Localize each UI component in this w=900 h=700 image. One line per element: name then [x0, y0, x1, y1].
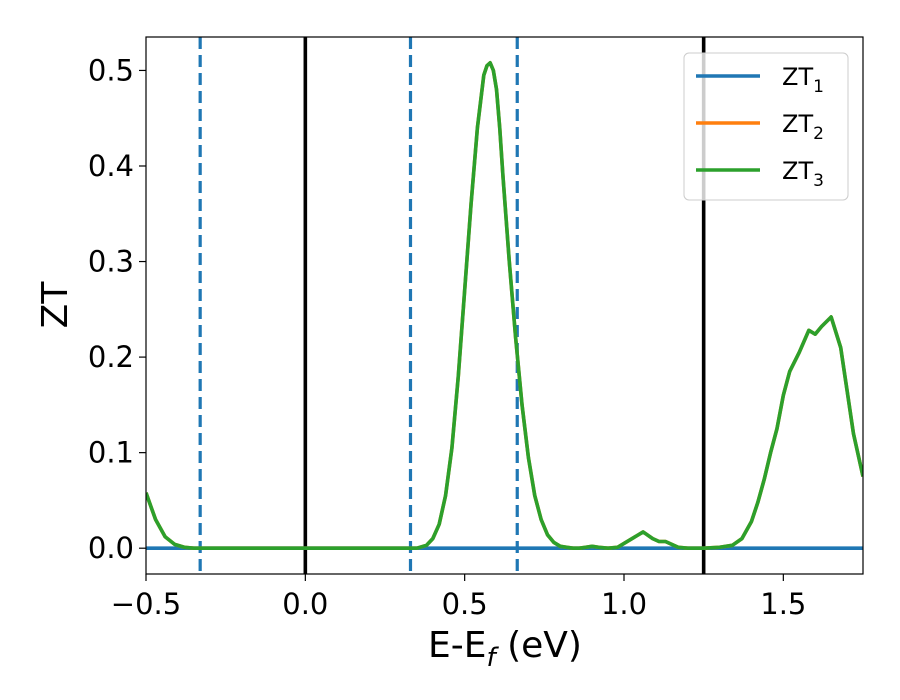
- y-tick-label-1: 0.1: [88, 436, 134, 470]
- y-axis-ticks: 0.0 0.1 0.2 0.3 0.4 0.5: [88, 53, 146, 565]
- legend-label-subscript: 1: [813, 77, 824, 97]
- y-tick-label-5: 0.5: [88, 53, 134, 87]
- x-tick-label-3: 1.0: [601, 587, 647, 621]
- legend-label-zt2: ZT2: [782, 110, 824, 144]
- y-axis-title: ZT: [35, 281, 76, 329]
- legend-box: [683, 52, 849, 201]
- legend-label-main: ZT: [782, 157, 813, 185]
- x-axis-title-unit: (eV): [496, 625, 582, 666]
- x-tick-label-4: 1.5: [760, 587, 806, 621]
- x-tick-label-0: −0.5: [111, 587, 181, 621]
- x-tick-label-1: 0.0: [282, 587, 328, 621]
- y-tick-label-3: 0.3: [88, 245, 134, 279]
- legend-label-subscript: 3: [813, 171, 824, 191]
- legend-label-main: ZT: [782, 63, 813, 91]
- legend-label-zt1: ZT1: [782, 63, 824, 97]
- plot-frame: [145, 36, 864, 575]
- y-tick-label-4: 0.4: [88, 149, 134, 183]
- x-axis-title: E-Ef (eV): [428, 625, 582, 673]
- x-tick-label-2: 0.5: [442, 587, 488, 621]
- reference-lines: [198, 37, 706, 574]
- x-axis-ticks: −0.5 0.0 0.5 1.0 1.5: [111, 574, 806, 621]
- series-line-zt3: [146, 61, 863, 550]
- legend-label-main: ZT: [782, 110, 813, 138]
- y-tick-label-2: 0.2: [88, 340, 134, 374]
- series-lines: [146, 61, 863, 550]
- legend-label-zt3: ZT3: [782, 157, 824, 191]
- y-tick-label-0: 0.0: [88, 531, 134, 565]
- legend-label-subscript: 2: [813, 124, 824, 144]
- x-axis-title-main: E-E: [428, 625, 486, 666]
